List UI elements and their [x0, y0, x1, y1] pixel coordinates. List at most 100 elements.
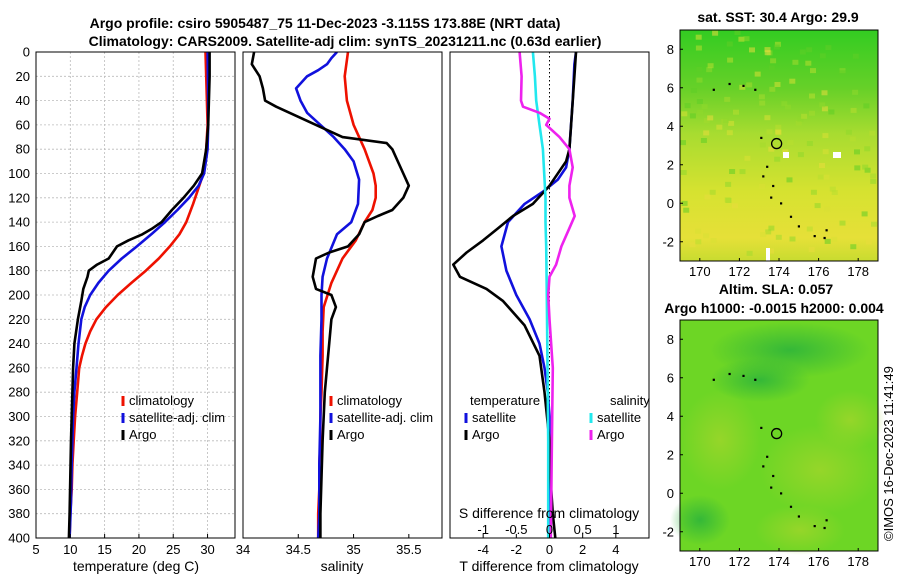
- sst-texture-cell: [789, 236, 796, 242]
- salinity-tick-label: 34.5: [286, 542, 311, 557]
- sst-texture-cell: [759, 100, 766, 106]
- series-line-s-satellite: [531, 52, 550, 538]
- map-y-tick-label: 8: [667, 42, 674, 57]
- salinity-tick-labels: 34 34.5 35 35.5: [236, 534, 421, 557]
- sst-texture-cell: [707, 63, 714, 69]
- difference-curves: [451, 52, 578, 538]
- t-difference-tick-label: -2: [511, 542, 523, 557]
- sst-texture-cell: [768, 248, 774, 254]
- t-difference-xlabel: T difference from climatology: [459, 558, 638, 574]
- depth-tick-label: 80: [16, 142, 30, 157]
- map-x-tick-label: 172: [729, 264, 751, 279]
- sst-texture-cell: [824, 238, 831, 244]
- sst-texture-cell: [680, 140, 686, 146]
- depth-tick-label: 60: [16, 117, 30, 132]
- sst-texture-cell: [689, 113, 696, 119]
- sla-map-texture: [670, 322, 885, 555]
- sst-texture-cell: [726, 130, 733, 136]
- sst-texture-cell: [770, 58, 777, 64]
- depth-tick-label: 180: [8, 263, 30, 278]
- sst-texture-cell: [704, 194, 711, 200]
- sst-texture-cell: [768, 225, 775, 231]
- s-difference-tick-label: -1: [477, 522, 489, 537]
- sst-texture-cell: [810, 189, 817, 195]
- figure-title-line1: Argo profile: csiro 5905487_75 11-Dec-20…: [90, 15, 561, 31]
- island-coastline: [760, 426, 763, 429]
- sst-texture-cell: [822, 149, 829, 155]
- sst-texture-cell: [685, 151, 692, 157]
- sst-texture-cell: [744, 155, 751, 161]
- sst-missing-cell: [783, 152, 789, 158]
- sst-texture-cell: [806, 141, 813, 146]
- legend-label: satellite: [597, 410, 641, 425]
- temperature-panel: 0 20 40 60 80 100 120 140 160 180 200 220 240 260 280 3…: [8, 45, 236, 574]
- sst-texture-cell: [695, 34, 702, 40]
- sst-texture-cell: [845, 129, 852, 135]
- sst-texture-cell: [822, 133, 829, 139]
- sst-map-title: sat. SST: 30.4 Argo: 29.9: [697, 9, 859, 25]
- salinity-tick-label: 34: [236, 542, 250, 557]
- s-difference-tick-label: -0.5: [505, 522, 527, 537]
- map-y-tick-label: 2: [667, 447, 674, 462]
- s-difference-tick-label: 0.5: [574, 522, 592, 537]
- sst-texture-cell: [805, 60, 812, 66]
- depth-tick-label: 400: [8, 531, 30, 546]
- sst-texture-cell: [854, 149, 860, 155]
- sst-texture-cell: [870, 173, 877, 179]
- sst-texture-cell: [799, 49, 806, 55]
- map-y-tick-label: 6: [667, 370, 674, 385]
- sst-texture-cell: [870, 178, 877, 184]
- depth-tick-label: 160: [8, 239, 30, 254]
- sst-texture-cell: [850, 107, 857, 113]
- sst-texture-cell: [774, 41, 781, 47]
- sst-texture-cell: [680, 170, 687, 175]
- depth-tick-label: 300: [8, 409, 30, 424]
- island-coastline: [770, 196, 773, 199]
- island-coastline: [789, 215, 793, 218]
- sst-texture-cell: [792, 59, 799, 65]
- island-coastline: [772, 184, 775, 188]
- sst-texture-cell: [862, 164, 869, 170]
- legend-label: satellite-adj. clim: [129, 410, 225, 425]
- island-coastline: [762, 175, 765, 178]
- map-y-tick-label: 4: [667, 119, 674, 134]
- sst-texture-cell: [689, 242, 696, 248]
- sla-texture-patch: [815, 390, 885, 450]
- temperature-axes-frame: [35, 51, 236, 539]
- sst-texture-cell: [707, 115, 714, 121]
- sst-texture-cell: [819, 163, 825, 168]
- map-x-tick-label: 178: [847, 264, 869, 279]
- island-coastline: [712, 88, 715, 91]
- sst-texture-cell: [709, 189, 716, 195]
- depth-tick-label: 0: [23, 45, 30, 60]
- sst-texture-cell: [852, 53, 859, 59]
- depth-tick-label: 140: [8, 215, 30, 230]
- sst-texture-cell: [806, 47, 813, 53]
- sla-map-panel: Altim. SLA: 0.057 Argo h1000: -0.0015 h2…: [662, 281, 885, 569]
- series-line-argo: [67, 52, 211, 538]
- island-coastline: [780, 202, 783, 205]
- series-line-climatology: [316, 52, 378, 538]
- map-y-tick-label: -2: [662, 234, 674, 249]
- sst-texture-cell: [823, 174, 830, 180]
- map-y-tick-label: 8: [667, 332, 674, 347]
- temperature-grid: [36, 52, 235, 538]
- island-coastline: [766, 455, 769, 458]
- map-x-tick-label: 172: [729, 554, 751, 569]
- sla-argo-position-marker: [770, 427, 783, 440]
- sst-texture-cell: [758, 94, 765, 100]
- map-y-tick-label: 4: [667, 409, 674, 424]
- sst-texture-cell: [696, 66, 703, 72]
- sst-texture-cell: [797, 116, 804, 122]
- sst-texture-cell: [810, 68, 816, 74]
- legend-label: Argo: [337, 427, 364, 442]
- sst-map-tick-labels: 170 172 174 176 178 -2 0 2 4 6 8: [662, 42, 869, 279]
- map-y-tick-label: -2: [662, 524, 674, 539]
- sla-texture-patch: [670, 495, 730, 545]
- sst-texture-cell: [775, 234, 782, 240]
- sst-texture-cell: [861, 211, 868, 217]
- sst-texture-cell: [681, 111, 688, 117]
- island-coastline: [823, 236, 826, 240]
- salinity-xlabel: salinity: [321, 558, 364, 574]
- island-coastline: [780, 492, 783, 495]
